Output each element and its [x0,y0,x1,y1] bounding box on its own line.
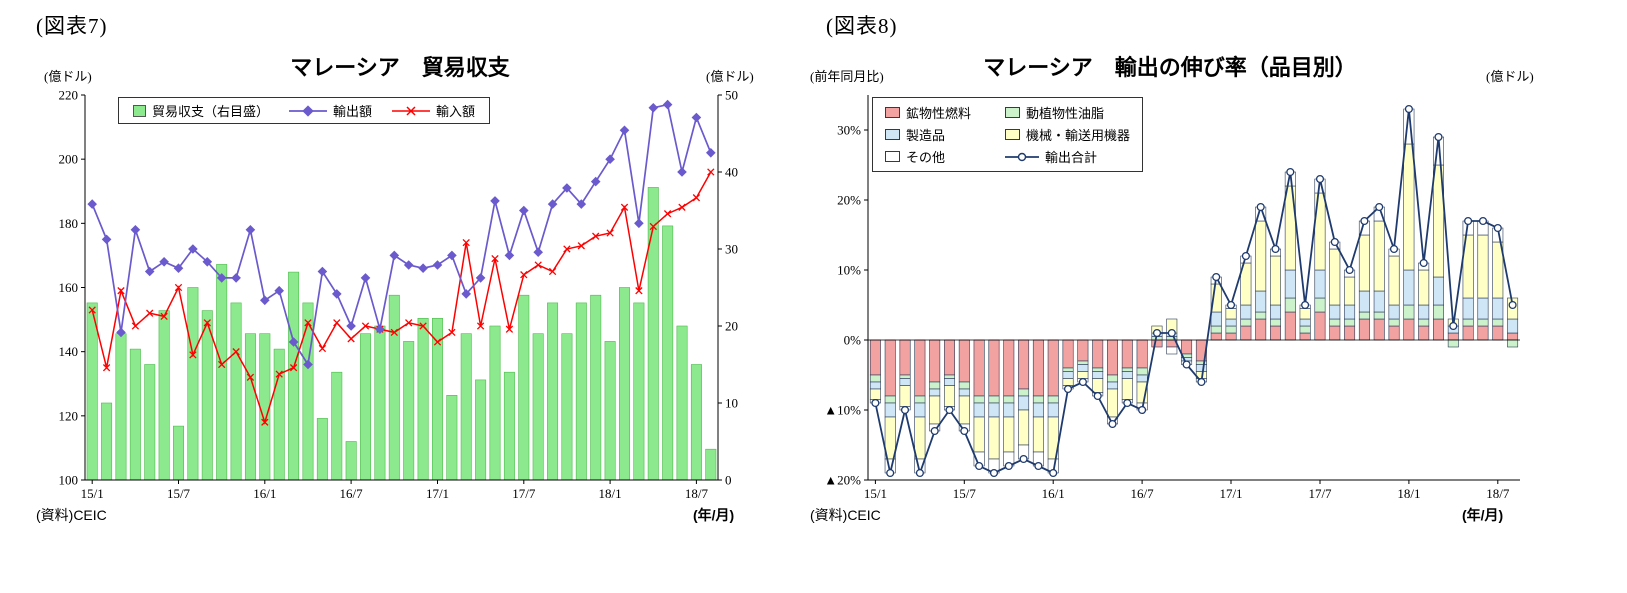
svg-text:10%: 10% [837,263,861,278]
fig7-left-axis-unit: (億ドル) [44,69,92,84]
svg-text:16/1: 16/1 [1042,486,1065,501]
svg-text:15/7: 15/7 [953,486,977,501]
svg-text:15/1: 15/1 [81,486,104,501]
svg-text:18/1: 18/1 [599,486,622,501]
svg-text:▲10%: ▲10% [824,403,861,418]
fig8-legend-item-total: 輸出合計 [1005,147,1130,166]
svg-text:30%: 30% [837,123,861,138]
fig8-x-axis-unit: (年/月) [1462,507,1504,523]
fig7-trade-balance-chart: 100 120 140 160 180 200 220 0 10 20 30 40 50 15/1 15/7… [59,88,739,502]
fig8-tag: (図表8) [826,14,898,38]
vegetable-oils-label: 動植物性油脂 [1026,106,1105,121]
fig8-export-growth-chart: ▲20% ▲10% 0% 10% 20% 30% 15/1 15/7 16/1 16/7 17/1 1… [824,95,1520,501]
svg-text:17/1: 17/1 [1219,486,1242,501]
total-exports-line-marker-icon [1005,152,1040,161]
svg-text:20%: 20% [837,193,861,208]
svg-text:15/7: 15/7 [167,486,191,501]
fig8-legend-item-oils: 動植物性油脂 [1005,103,1130,122]
machinery-transport-swatch [1005,129,1021,140]
svg-text:140: 140 [59,344,79,359]
svg-text:100: 100 [59,473,79,488]
fig8-legend-item-other: その他 [885,147,971,166]
fig7-tag: (図表7) [36,14,108,38]
svg-text:120: 120 [59,408,79,423]
fig7-title: マレーシア 貿易収支 [290,55,510,80]
fig7-legend-item-exports: 輸出額 [289,101,372,120]
svg-text:18/7: 18/7 [685,486,709,501]
svg-text:18/1: 18/1 [1397,486,1420,501]
mineral-fuel-label: 鉱物性燃料 [906,106,972,121]
svg-text:50: 50 [725,88,738,103]
svg-text:16/7: 16/7 [340,486,364,501]
fig7-x-axis-unit: (年/月) [693,507,735,523]
svg-text:30: 30 [725,242,738,257]
exports-label: 輸出額 [333,104,373,119]
fig8-legend-item-machinery: 機械・輸送用機器 [1005,125,1130,144]
fig7-right-axis-unit: (億ドル) [706,69,754,84]
total-exports-label: 輸出合計 [1045,150,1098,165]
fig7-legend: 貿易収支（右目盛） 輸出額 輸入額 [118,97,491,124]
fig8-title: マレーシア 輸出の伸び率（品目別） [983,55,1357,80]
svg-text:16/7: 16/7 [1131,486,1155,501]
imports-line-marker-icon [392,105,431,116]
fig7-source: (資料)CEIC [36,507,107,523]
svg-text:15/1: 15/1 [864,486,887,501]
svg-text:0%: 0% [844,333,862,348]
svg-text:17/7: 17/7 [1308,486,1332,501]
svg-text:16/1: 16/1 [253,486,276,501]
svg-text:17/1: 17/1 [426,486,449,501]
svg-text:160: 160 [59,280,79,295]
machinery-transport-label: 機械・輸送用機器 [1026,128,1131,143]
fig7-legend-item-imports: 輸入額 [392,101,475,120]
mineral-fuel-swatch [885,107,900,118]
vegetable-oils-swatch [1005,107,1021,118]
svg-text:200: 200 [59,152,79,167]
manufactured-goods-label: 製造品 [906,128,946,143]
fig8-legend: 鉱物性燃料 動植物性油脂 製造品 機械・輸送用機器 その他 輸出合計 [872,97,1144,172]
svg-text:10: 10 [725,396,738,411]
other-goods-swatch [885,151,900,162]
fig8-left-axis-unit: (前年同月比) [810,69,884,84]
trade-balance-label: 貿易収支（右目盛） [152,104,270,119]
svg-text:220: 220 [59,88,79,103]
imports-label: 輸入額 [436,104,476,119]
fig8-legend-item-mineral-fuel: 鉱物性燃料 [885,103,971,122]
svg-text:17/7: 17/7 [512,486,536,501]
exports-line-marker-icon [289,104,328,117]
svg-text:0: 0 [725,473,732,488]
fig8-right-axis-unit: (億ドル) [1486,69,1534,84]
fig8-legend-item-manufactured: 製造品 [885,125,971,144]
svg-text:▲20%: ▲20% [824,473,861,488]
svg-text:18/7: 18/7 [1486,486,1510,501]
fig7-legend-item-balance: 貿易収支（右目盛） [133,101,269,120]
other-goods-label: その他 [906,150,946,165]
trade-balance-swatch [133,104,146,117]
svg-text:180: 180 [59,216,79,231]
fig8-source: (資料)CEIC [810,507,881,523]
svg-text:20: 20 [725,319,738,334]
svg-text:40: 40 [725,165,738,180]
manufactured-goods-swatch [885,129,900,140]
